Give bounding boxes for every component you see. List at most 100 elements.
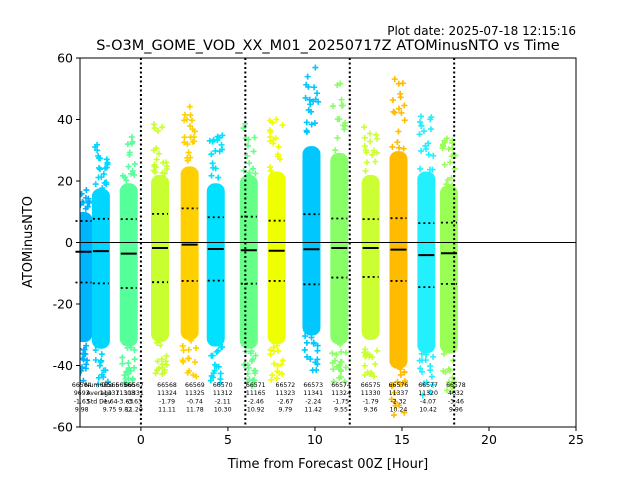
data-point [155, 365, 162, 372]
data-point [159, 361, 166, 368]
data-point [336, 116, 343, 123]
stat-text: -2.24 [305, 398, 321, 405]
stat-text: Num Obs [85, 382, 114, 389]
data-point [127, 344, 134, 351]
data-point [444, 387, 451, 394]
data-point [337, 368, 344, 375]
y-tick-label: 0 [65, 235, 73, 250]
stat-text: 11337 [389, 390, 409, 397]
data-point [363, 159, 370, 166]
stat-text: 11324 [331, 390, 351, 397]
data-point [430, 353, 437, 360]
data-point [208, 151, 215, 158]
data-point [420, 128, 427, 135]
data-point [341, 122, 348, 129]
data-point [80, 346, 87, 353]
data-point [128, 134, 135, 141]
data-point [161, 170, 168, 177]
data-point [330, 378, 337, 385]
data-point [245, 364, 252, 371]
data-point [181, 134, 188, 141]
stat-text: -2.11 [215, 398, 231, 405]
data-point [104, 378, 111, 385]
stat-text: 66577 [418, 382, 438, 389]
data-point [189, 138, 196, 145]
stat-text: -1.79 [159, 398, 175, 405]
data-point [273, 375, 280, 382]
stat-text: 11325 [185, 390, 205, 397]
data-point [391, 76, 398, 83]
stat-text: -2.46 [248, 398, 264, 405]
data-point [252, 170, 259, 177]
data-point [312, 64, 319, 71]
data-point [131, 171, 138, 178]
stat-text: 11320 [418, 390, 438, 397]
data-point [417, 365, 424, 372]
data-point [104, 159, 111, 166]
data-point [302, 94, 309, 101]
data-point [131, 347, 138, 354]
data-point [301, 346, 308, 353]
data-point [388, 383, 395, 390]
stat-text: 66574 [331, 382, 351, 389]
data-point [374, 149, 381, 156]
data-point [159, 370, 166, 377]
x-tick-label: 10 [307, 432, 323, 447]
data-point [305, 106, 312, 113]
data-point [374, 135, 381, 142]
data-point [215, 174, 222, 181]
data-point [391, 109, 398, 116]
data-point [83, 187, 90, 194]
data-point [217, 379, 224, 386]
data-point [374, 347, 381, 354]
bin-core [267, 171, 286, 345]
data-point [333, 363, 340, 370]
data-point [420, 380, 427, 387]
data-point [82, 194, 89, 201]
data-point [217, 370, 224, 377]
data-point [125, 364, 132, 371]
stat-text: 66564 [72, 382, 92, 389]
data-point [394, 139, 401, 146]
data-point [240, 125, 247, 132]
stat-text: 9.75 [103, 407, 117, 414]
data-point [187, 134, 194, 141]
data-point [333, 351, 340, 358]
data-point [314, 342, 321, 349]
data-point [419, 392, 426, 399]
data-point [303, 119, 310, 126]
data-point [308, 334, 315, 341]
data-point [267, 129, 274, 136]
data-point [251, 377, 258, 384]
data-point [214, 133, 221, 140]
data-point [219, 132, 226, 139]
data-point [273, 116, 280, 123]
data-point [192, 359, 199, 366]
bin-cloud-2 [119, 134, 138, 387]
stat-text: 9.55 [334, 407, 348, 414]
bin-core [80, 212, 93, 343]
data-point [311, 84, 318, 91]
data-point [92, 181, 99, 188]
data-point [184, 141, 191, 148]
data-point [267, 164, 274, 171]
data-point [96, 166, 103, 173]
stat-text: 4632 [448, 390, 464, 397]
data-point [428, 114, 435, 121]
data-point [361, 124, 368, 131]
stat-text: 10.42 [419, 407, 437, 414]
data-point [208, 372, 215, 379]
stat-text: 66565 [100, 382, 120, 389]
data-point [397, 366, 404, 373]
data-point [188, 117, 195, 124]
data-point [252, 352, 259, 359]
data-point [304, 73, 311, 80]
data-point [362, 147, 369, 154]
stat-text: 10.30 [214, 407, 232, 414]
data-point [125, 370, 132, 377]
stat-text: 11324 [157, 390, 177, 397]
data-point [155, 150, 162, 157]
data-point [98, 351, 105, 358]
